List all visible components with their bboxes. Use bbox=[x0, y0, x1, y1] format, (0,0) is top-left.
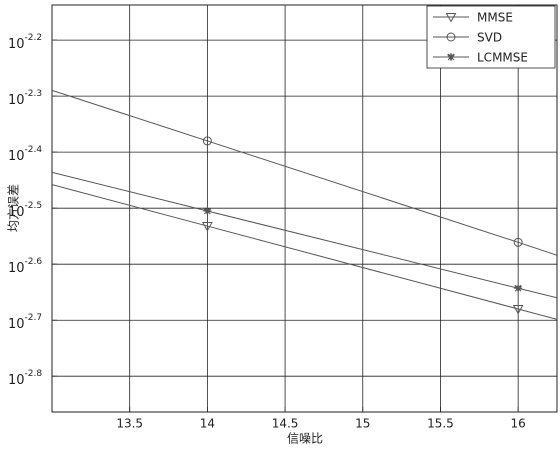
y-tick-base: 10 bbox=[8, 93, 25, 108]
y-tick-base: 10 bbox=[8, 37, 25, 52]
legend-label: LCMMSE bbox=[477, 51, 528, 65]
x-tick-label: 15 bbox=[355, 417, 370, 431]
marker-shape bbox=[445, 13, 457, 23]
y-tick-exponent: -2.4 bbox=[25, 145, 43, 155]
series-line bbox=[52, 89, 557, 256]
y-tick-label: 10-2.3 bbox=[8, 89, 42, 108]
legend: MMSE SVD LCMMSE bbox=[426, 5, 556, 69]
y-tick-label: 10-2.5 bbox=[8, 201, 42, 220]
marker-shape bbox=[512, 305, 524, 315]
x-tick-label: 13.5 bbox=[116, 417, 143, 431]
marker-shape bbox=[202, 222, 213, 232]
legend-label: SVD bbox=[477, 31, 502, 45]
marker-shape bbox=[514, 284, 523, 293]
y-tick-base: 10 bbox=[8, 373, 25, 388]
y-tick-base: 10 bbox=[8, 149, 25, 164]
marker-shape bbox=[513, 237, 523, 247]
marker-shape bbox=[446, 32, 456, 42]
y-tick-label: 10-2.8 bbox=[8, 369, 42, 388]
x-tick-label: 14.5 bbox=[272, 417, 299, 431]
marker bbox=[202, 136, 212, 146]
series-line bbox=[52, 184, 557, 320]
legend-label: MMSE bbox=[477, 11, 513, 25]
y-tick-label: 10-2.6 bbox=[8, 257, 42, 276]
marker bbox=[513, 237, 523, 247]
marker bbox=[445, 13, 457, 23]
y-tick-base: 10 bbox=[8, 261, 25, 276]
y-tick-base: 10 bbox=[8, 317, 25, 332]
y-tick-exponent: -2.3 bbox=[25, 89, 43, 99]
marker bbox=[447, 53, 455, 61]
marker-shape bbox=[203, 206, 212, 215]
plot-frame bbox=[51, 4, 558, 413]
y-tick-label: 10-2.7 bbox=[8, 313, 42, 332]
y-tick-exponent: -2.7 bbox=[25, 313, 43, 323]
series-line bbox=[52, 171, 557, 299]
marker-shape bbox=[202, 136, 212, 146]
x-tick-label: 15.5 bbox=[427, 417, 454, 431]
y-tick-label: 10-2.2 bbox=[8, 33, 42, 52]
y-tick-exponent: -2.8 bbox=[25, 369, 43, 379]
x-axis-title: 信噪比 bbox=[287, 432, 323, 446]
marker bbox=[514, 284, 523, 293]
marker bbox=[446, 32, 456, 42]
y-tick-base: 10 bbox=[8, 205, 25, 220]
y-tick-exponent: -2.5 bbox=[25, 201, 43, 211]
y-axis-title: 均方误差 bbox=[6, 184, 21, 232]
x-tick-label: 14 bbox=[200, 417, 215, 431]
y-tick-exponent: -2.2 bbox=[25, 33, 43, 43]
marker bbox=[512, 305, 524, 315]
y-tick-exponent: -2.6 bbox=[25, 257, 43, 267]
y-tick-label: 10-2.4 bbox=[8, 145, 42, 164]
x-tick-label: 16 bbox=[511, 417, 526, 431]
marker bbox=[203, 206, 212, 215]
marker bbox=[202, 222, 213, 232]
marker-shape bbox=[447, 53, 455, 61]
